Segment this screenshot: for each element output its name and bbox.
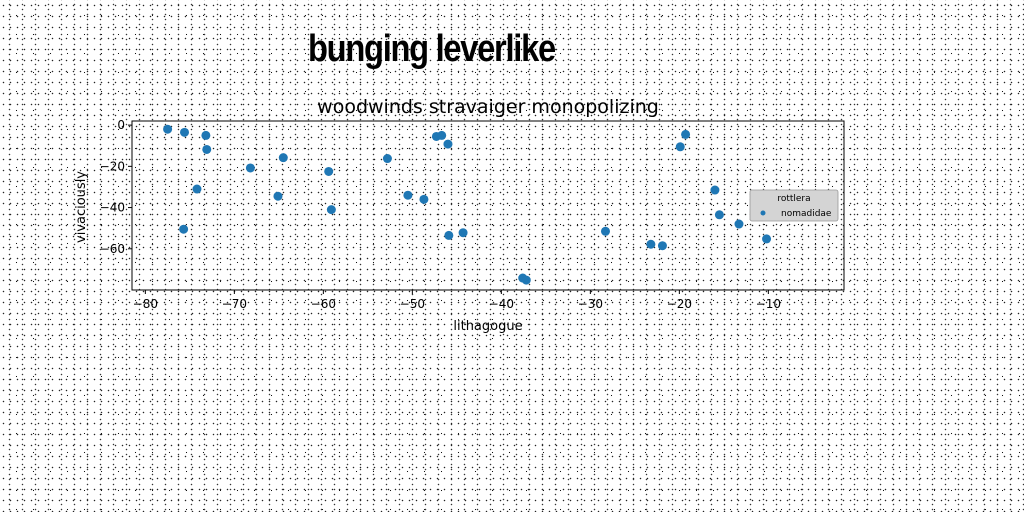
data-point — [762, 234, 772, 244]
data-point — [163, 124, 173, 134]
plot-frame — [131, 120, 845, 291]
x-tick-label: −20 — [667, 297, 692, 311]
legend: rottlera nomadidae — [749, 189, 839, 222]
data-point — [192, 184, 202, 194]
y-axis-label: vivaciously — [74, 171, 89, 243]
x-tick-label: −30 — [578, 297, 603, 311]
data-point — [734, 219, 744, 229]
data-point — [458, 228, 468, 238]
data-point — [326, 205, 336, 215]
data-point — [521, 275, 531, 285]
x-tick-label: −80 — [133, 297, 158, 311]
data-point — [646, 239, 656, 249]
x-axis-label: lithagogue — [453, 319, 522, 334]
axes: −80 −70 −60 −50 −40 −30 −20 −10 0 −20 −40 −60 — [100, 118, 845, 311]
data-point — [403, 190, 413, 200]
y-tick-label: 0 — [117, 118, 125, 132]
data-point — [179, 224, 189, 234]
data-point — [180, 127, 190, 137]
y-tick-label: −60 — [100, 242, 125, 256]
x-tick-label: −60 — [311, 297, 336, 311]
data-point — [273, 191, 283, 201]
x-tick-label: −50 — [400, 297, 425, 311]
x-tick-label: −70 — [222, 297, 247, 311]
x-tick-label: −40 — [489, 297, 514, 311]
data-point — [382, 154, 392, 164]
data-point — [657, 241, 667, 251]
data-point — [443, 139, 453, 149]
y-tick-label: −40 — [100, 201, 125, 215]
legend-title: rottlera — [777, 194, 810, 204]
data-point — [444, 230, 454, 240]
page-title: bunging leverlike — [308, 28, 556, 70]
data-point — [675, 142, 685, 152]
y-tick-label: −20 — [100, 159, 125, 173]
data-point — [710, 185, 720, 195]
legend-box — [749, 189, 839, 222]
data-point — [437, 130, 447, 140]
data-point — [202, 144, 212, 154]
data-point — [278, 153, 288, 163]
data-point — [245, 163, 255, 173]
data-point — [201, 130, 211, 140]
chart-title: woodwinds stravaiger monopolizing — [317, 96, 659, 118]
data-point — [419, 194, 429, 204]
data-point — [324, 166, 334, 176]
x-tick-label: −10 — [756, 297, 781, 311]
data-points — [163, 124, 807, 285]
data-point — [714, 210, 724, 220]
data-point — [600, 226, 610, 236]
legend-marker — [760, 210, 766, 216]
legend-entry-label: nomadidae — [781, 209, 832, 219]
data-point — [681, 129, 691, 139]
